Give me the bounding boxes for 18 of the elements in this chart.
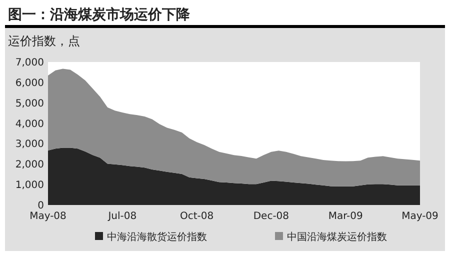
x-tick-label: Jul-08 [107, 211, 137, 222]
legend-label: 中海沿海散货运价指数 [107, 231, 207, 243]
y-tick-label: 5,000 [15, 98, 44, 110]
x-tick-label: Mar-09 [328, 211, 363, 222]
y-tick-label: 6,000 [15, 78, 44, 89]
legend-label: 中国沿海煤炭运价指数 [287, 231, 387, 243]
chart-title: 图一：沿海煤炭市场运价下降 [8, 6, 191, 23]
y-tick-label: 4,000 [15, 118, 44, 130]
x-tick-label: Dec-08 [253, 211, 290, 222]
y-tick-label: 3,000 [15, 139, 44, 150]
y-axis-title: 运价指数，点 [8, 34, 80, 48]
x-tick-label: May-08 [30, 211, 66, 222]
y-tick-label: 2,000 [15, 160, 44, 171]
x-tick-label: Oct-08 [180, 211, 214, 222]
x-tick-label: May-09 [402, 211, 438, 222]
y-tick-label: 1,000 [15, 180, 44, 192]
y-tick-label: 0 [38, 200, 44, 212]
y-tick-label: 7,000 [15, 58, 44, 68]
